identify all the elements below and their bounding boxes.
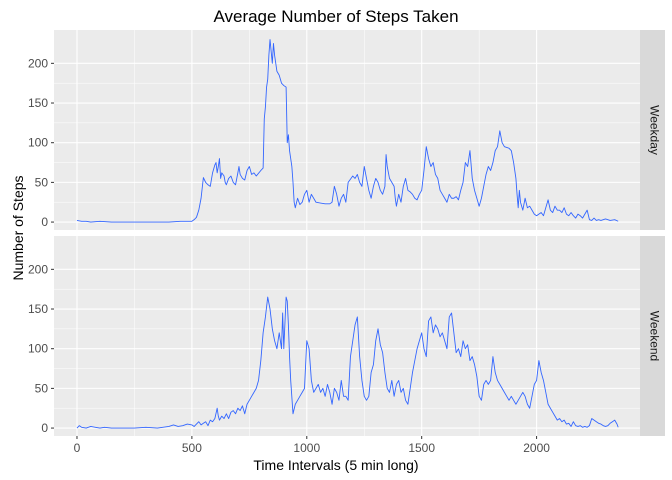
x-axis-title: Time Intervals (5 min long) (253, 457, 418, 473)
x-tick-label: 1500 (408, 441, 435, 455)
series-line-weekend (76, 296, 619, 429)
x-tick-label: 0 (74, 441, 81, 455)
y-tick-label: 50 (35, 381, 49, 395)
y-axis-title: Number of Steps (10, 175, 26, 280)
panel-weekend: 0 50 100 150 200 Weekend (28, 236, 665, 436)
y-tick-label: 100 (28, 136, 48, 150)
x-axis: 0 500 1000 1500 2000 (74, 436, 550, 455)
facet-strip (640, 30, 665, 230)
panel-background (54, 236, 640, 436)
x-tick-label: 500 (182, 441, 202, 455)
facet-strip-label: Weekday (647, 105, 661, 155)
chart-title: Average Number of Steps Taken (213, 7, 458, 26)
y-tick-label: 0 (41, 421, 48, 435)
facet-strip-label: Weekend (647, 311, 661, 361)
y-tick-label: 200 (28, 56, 48, 70)
facet-strip (640, 236, 665, 436)
y-tick-label: 0 (41, 215, 48, 229)
panel-weekday: 0 50 100 150 200 Weekday (28, 30, 665, 230)
y-tick-label: 150 (28, 96, 48, 110)
x-tick-label: 2000 (523, 441, 550, 455)
panels-group: 0 50 100 150 200 Weekday 0 50 100 150 200 Weekend (28, 30, 665, 436)
y-tick-label: 150 (28, 302, 48, 316)
y-tick-label: 100 (28, 342, 48, 356)
y-tick-label: 50 (35, 175, 49, 189)
x-tick-label: 1000 (293, 441, 320, 455)
panel-background (54, 30, 640, 230)
y-tick-label: 200 (28, 262, 48, 276)
series-line-weekday (76, 39, 619, 223)
